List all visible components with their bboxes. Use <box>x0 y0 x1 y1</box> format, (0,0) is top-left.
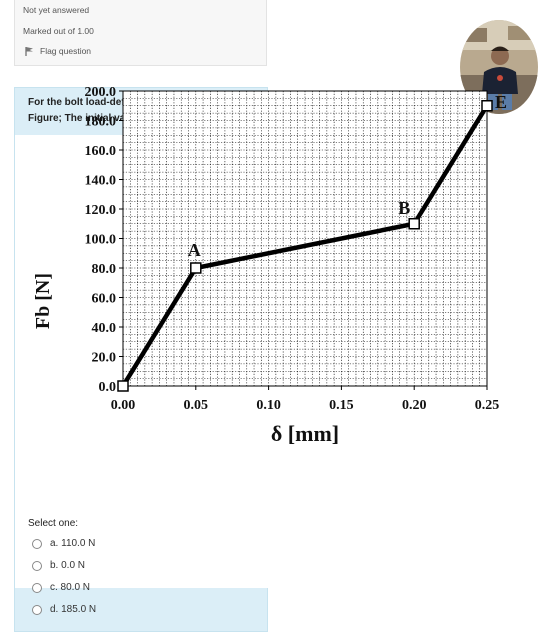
y-tick-label: 140.0 <box>85 174 117 189</box>
question-info-panel: Not yet answered Marked out of 1.00 Flag… <box>14 0 267 66</box>
point-label: B <box>398 198 410 218</box>
flag-question-link[interactable]: Flag question <box>25 46 91 56</box>
load-deflection-chart: 0.0 20.0 40.0 60.0 80.0 100.0 120.0 140.0 160.0 1… <box>32 85 507 446</box>
x-tick-label: 0.20 <box>402 398 427 413</box>
figure-panel: 0.0 20.0 40.0 60.0 80.0 100.0 120.0 140.0 160.0 1… <box>15 85 540 588</box>
point-label: A <box>188 240 201 260</box>
x-tick-label: 0.15 <box>329 398 354 413</box>
y-tick-label: 40.0 <box>92 321 117 336</box>
y-tick-label: 20.0 <box>92 351 117 366</box>
x-tick-label: 0.10 <box>256 398 281 413</box>
y-tick-label: 60.0 <box>92 292 117 307</box>
option-c-label: c. 80.0 N <box>50 582 91 593</box>
y-tick-label: 120.0 <box>85 203 117 218</box>
option-a-label: a. 110.0 N <box>50 538 96 549</box>
flag-icon <box>25 47 33 56</box>
y-tick-label: 0.0 <box>99 380 117 395</box>
y-tick-label: 160.0 <box>85 144 117 159</box>
x-axis-label: δ [mm] <box>271 421 339 446</box>
data-point-marker <box>190 262 202 274</box>
option-b-radio[interactable] <box>32 560 42 571</box>
data-point-marker <box>117 380 129 392</box>
y-tick-label: 180.0 <box>85 115 117 130</box>
data-point-marker <box>481 100 493 112</box>
option-d-radio[interactable] <box>32 604 42 615</box>
y-tick-label: 100.0 <box>85 233 117 248</box>
option-a-radio[interactable] <box>32 538 42 549</box>
marks-text: Marked out of 1.00 <box>23 26 94 36</box>
select-one-label: Select one: <box>28 518 79 529</box>
option-d-label: d. 185.0 N <box>50 604 97 615</box>
option-b-label: b. 0.0 N <box>50 560 86 571</box>
question-card: For the bolt load-deflection curve shown… <box>14 85 540 632</box>
answer-status: Not yet answered <box>23 5 90 15</box>
option-c[interactable]: c. 80.0 N <box>32 582 90 593</box>
point-label: E <box>495 92 507 112</box>
x-tick-label: 0.05 <box>184 398 209 413</box>
y-axis-label: Fb [N] <box>32 273 54 329</box>
flag-question-label: Flag question <box>40 46 92 56</box>
load-deflection-line <box>121 104 489 388</box>
y-tick-label: 80.0 <box>92 262 117 277</box>
data-point-marker <box>408 218 420 230</box>
option-d[interactable]: d. 185.0 N <box>32 604 96 615</box>
x-tick-label: 0.00 <box>111 398 136 413</box>
option-b[interactable]: b. 0.0 N <box>32 560 85 571</box>
x-tick-label: 0.25 <box>475 398 500 413</box>
y-tick-label: 200.0 <box>85 85 117 100</box>
option-a[interactable]: a. 110.0 N <box>32 538 95 549</box>
option-c-radio[interactable] <box>32 582 42 593</box>
